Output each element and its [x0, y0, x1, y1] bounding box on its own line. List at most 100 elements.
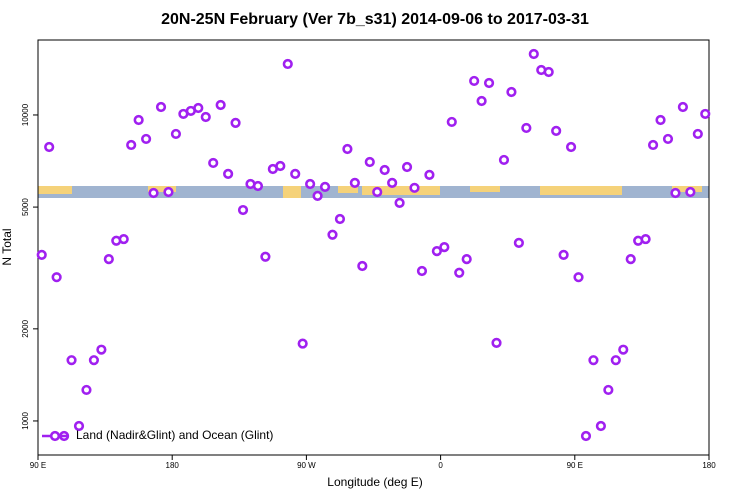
marker: [513, 237, 524, 248]
y-axis-label: N Total: [0, 228, 14, 265]
marker: [275, 160, 286, 172]
y-tick-label: 10000: [21, 103, 30, 126]
marker: [126, 139, 137, 151]
marker: [431, 246, 442, 257]
marker: [327, 229, 338, 240]
x-tick-label: 90 W: [297, 461, 316, 470]
marker: [252, 180, 264, 192]
marker: [476, 95, 487, 107]
marker: [155, 101, 167, 113]
marker: [148, 187, 159, 199]
marker: [506, 86, 517, 98]
marker: [424, 169, 435, 181]
marker: [208, 157, 219, 169]
marker: [170, 128, 182, 140]
plot-frame: [37, 39, 710, 456]
marker: [595, 420, 606, 432]
marker: [364, 156, 375, 168]
marker: [647, 139, 659, 151]
legend-label: Land (Nadir&Glint) and Ocean (Glint): [76, 428, 273, 442]
marker: [118, 233, 129, 245]
marker: [230, 117, 241, 129]
marker: [394, 197, 405, 208]
marker: [163, 186, 174, 198]
marker: [692, 128, 703, 140]
marker: [372, 186, 383, 198]
marker: [603, 384, 614, 396]
marker: [662, 133, 674, 145]
marker: [297, 338, 308, 349]
marker: [454, 267, 465, 278]
marker: [521, 122, 532, 134]
marker: [103, 254, 114, 265]
marker: [290, 168, 301, 179]
marker: [558, 249, 569, 260]
marker: [580, 430, 592, 442]
marker: [133, 114, 144, 126]
y-tick-label: 2000: [21, 319, 30, 337]
marker: [319, 181, 331, 193]
marker: [141, 133, 152, 145]
marker: [461, 254, 472, 265]
marker: [543, 66, 554, 78]
marker: [618, 344, 629, 355]
marker: [469, 75, 480, 87]
marker: [349, 177, 360, 188]
marker: [528, 48, 539, 60]
y-tick-label: 1000: [21, 412, 30, 430]
marker: [551, 125, 562, 137]
x-tick-label: 90 E: [30, 461, 46, 470]
x-axis-label: Longitude (deg E): [327, 475, 422, 489]
marker: [305, 178, 316, 190]
marker: [66, 355, 77, 366]
marker: [588, 355, 599, 366]
marker: [387, 177, 398, 188]
marker: [342, 143, 353, 155]
marker: [625, 254, 636, 265]
marker: [379, 164, 390, 176]
marker: [36, 249, 47, 260]
marker: [96, 344, 107, 355]
marker: [215, 99, 226, 111]
marker: [73, 420, 85, 432]
marker: [573, 272, 584, 283]
marker: [237, 204, 249, 216]
marker: [498, 154, 510, 166]
marker: [200, 111, 211, 123]
x-tick-label: 180: [166, 461, 180, 470]
marker: [51, 272, 62, 283]
marker: [483, 77, 495, 89]
marker: [655, 114, 666, 126]
y-tick-label: 5000: [21, 198, 30, 216]
marker: [357, 260, 368, 272]
marker: [677, 101, 689, 113]
marker: [260, 251, 271, 262]
marker: [446, 116, 457, 128]
x-tick-label: 180: [702, 461, 716, 470]
marker: [700, 108, 711, 120]
marker: [610, 355, 621, 366]
marker: [685, 186, 696, 198]
marker: [409, 182, 420, 193]
marker: [312, 190, 323, 201]
marker: [334, 213, 346, 225]
marker: [88, 355, 100, 366]
marker: [439, 241, 450, 253]
x-tick-label: 90 E: [567, 461, 583, 470]
marker: [81, 384, 92, 396]
marker: [670, 187, 681, 199]
marker: [491, 337, 502, 348]
marker: [401, 161, 413, 173]
marker: [44, 141, 55, 153]
chart-title: 20N-25N February (Ver 7b_s31) 2014-09-06…: [161, 11, 589, 28]
marker: [565, 141, 577, 153]
legend-marker: [49, 430, 61, 442]
marker: [223, 168, 234, 179]
marker: [282, 58, 293, 70]
x-tick-label: 0: [438, 461, 443, 470]
marker: [416, 265, 428, 277]
marker: [640, 233, 651, 245]
marker: [193, 102, 204, 114]
